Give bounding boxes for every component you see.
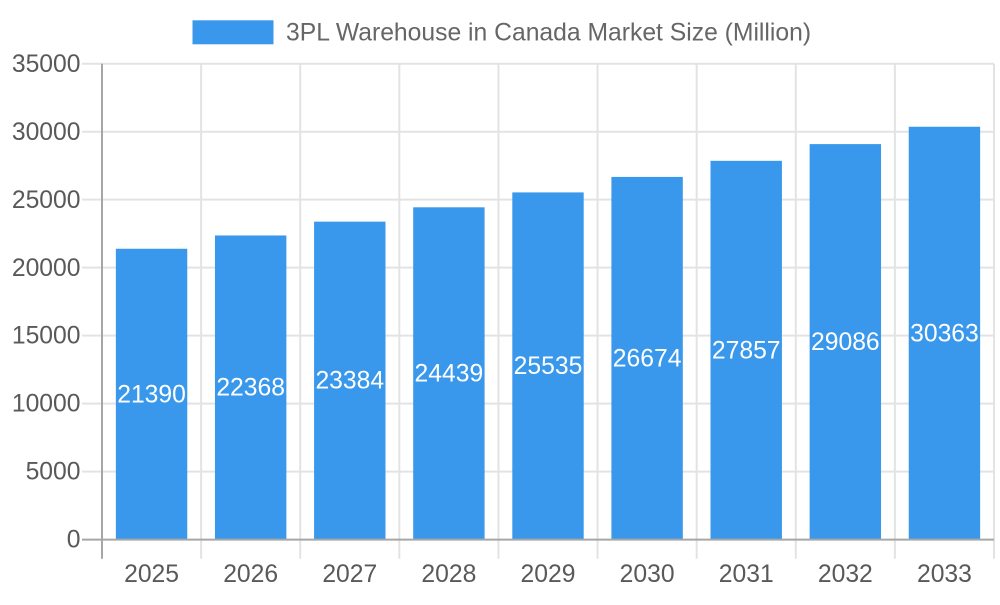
svg-text:2032: 2032 bbox=[818, 561, 873, 588]
svg-text:2030: 2030 bbox=[620, 561, 675, 588]
svg-text:27857: 27857 bbox=[712, 337, 781, 364]
svg-text:30000: 30000 bbox=[12, 119, 81, 146]
svg-text:29086: 29086 bbox=[811, 329, 880, 356]
svg-text:2028: 2028 bbox=[421, 561, 476, 588]
svg-text:0: 0 bbox=[67, 527, 81, 554]
svg-text:24439: 24439 bbox=[415, 361, 484, 388]
svg-text:35000: 35000 bbox=[12, 51, 81, 78]
svg-text:21390: 21390 bbox=[117, 381, 186, 408]
svg-text:2027: 2027 bbox=[322, 561, 377, 588]
svg-text:25535: 25535 bbox=[514, 353, 583, 380]
svg-text:2026: 2026 bbox=[223, 561, 278, 588]
svg-text:20000: 20000 bbox=[12, 255, 81, 282]
svg-text:3PL Warehouse in Canada Market: 3PL Warehouse in Canada Market Size (Mil… bbox=[286, 19, 811, 46]
svg-text:2033: 2033 bbox=[917, 561, 972, 588]
svg-text:23384: 23384 bbox=[315, 368, 384, 395]
svg-text:5000: 5000 bbox=[26, 459, 81, 486]
svg-text:2025: 2025 bbox=[124, 561, 179, 588]
svg-text:30363: 30363 bbox=[910, 320, 979, 347]
svg-text:2029: 2029 bbox=[521, 561, 576, 588]
svg-text:26674: 26674 bbox=[613, 345, 682, 372]
svg-text:10000: 10000 bbox=[12, 391, 81, 418]
svg-text:25000: 25000 bbox=[12, 187, 81, 214]
svg-text:15000: 15000 bbox=[12, 323, 81, 350]
svg-text:2031: 2031 bbox=[719, 561, 774, 588]
svg-text:22368: 22368 bbox=[216, 375, 285, 402]
